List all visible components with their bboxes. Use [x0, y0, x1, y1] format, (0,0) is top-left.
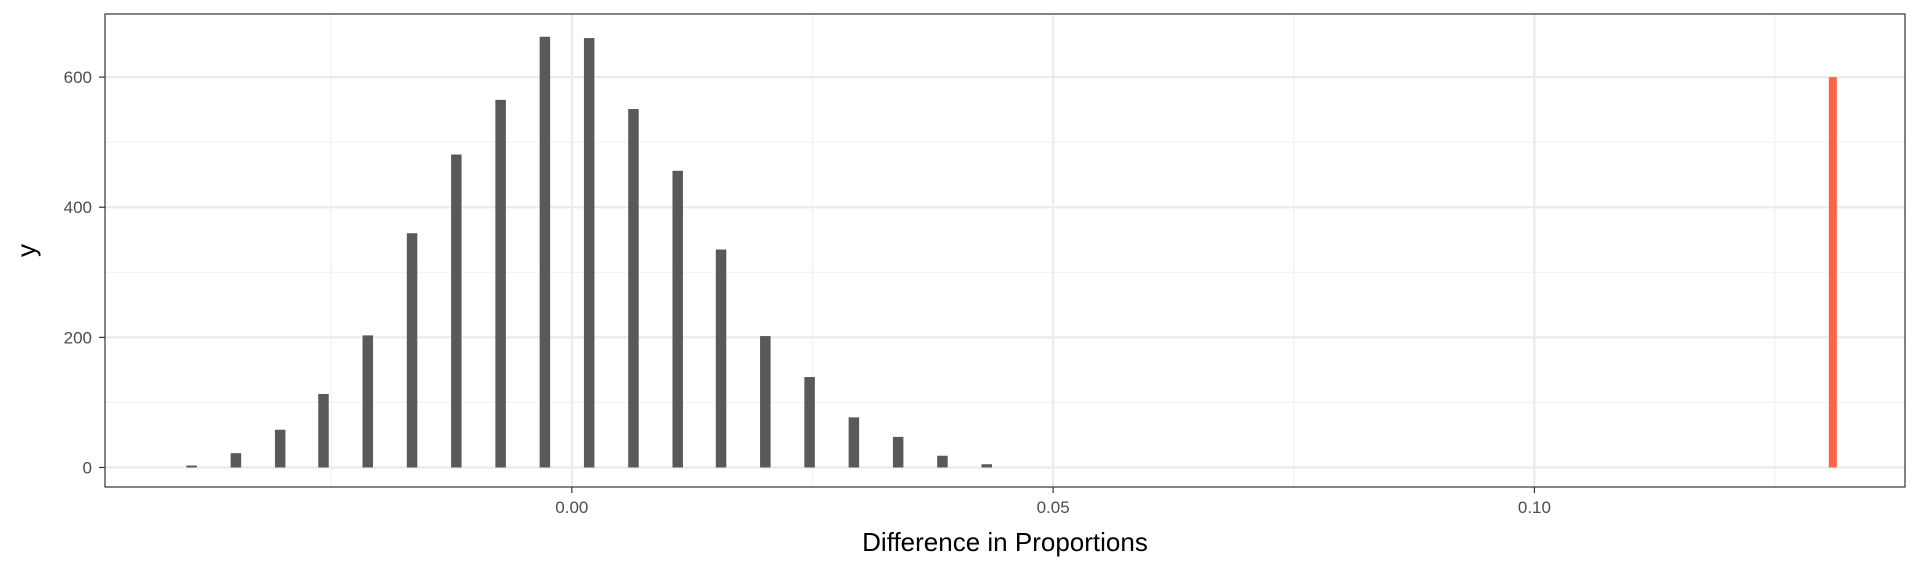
histogram-bar [186, 465, 197, 468]
histogram-bar [406, 233, 418, 468]
histogram-bar [937, 455, 948, 468]
histogram-bar [760, 336, 771, 468]
histogram-bar [848, 417, 860, 468]
histogram-bar [672, 170, 683, 468]
y-tick-label: 400 [64, 198, 92, 217]
histogram-bar [318, 393, 329, 468]
y-tick-label: 200 [64, 328, 92, 347]
histogram-bar [628, 108, 639, 468]
x-tick-label: 0.00 [555, 498, 588, 517]
x-axis-title: Difference in Proportions [862, 527, 1148, 557]
y-tick-label: 600 [64, 68, 92, 87]
minor-gridlines [105, 14, 1905, 487]
observed-statistic-bar [1828, 77, 1837, 468]
histogram-bar [495, 99, 506, 468]
histogram-bar [362, 335, 374, 468]
histogram-bar [539, 36, 551, 468]
x-axis: 0.00 0.05 0.10 [555, 487, 1551, 517]
y-axis-title: y [11, 244, 41, 257]
histogram-bar [230, 453, 242, 468]
histogram-bar [715, 249, 727, 468]
histogram-bar [804, 377, 815, 468]
x-tick-label: 0.05 [1037, 498, 1070, 517]
x-tick-label: 0.10 [1518, 498, 1551, 517]
panel-border [104, 13, 1906, 488]
histogram-bar [583, 38, 595, 468]
histogram-bar [451, 154, 462, 468]
y-tick-label: 0 [83, 458, 92, 477]
histogram-bar [981, 464, 992, 468]
y-axis: 0 200 400 600 [64, 68, 105, 477]
histogram-bar [274, 429, 286, 468]
major-gridlines [105, 14, 1905, 487]
bars [186, 36, 1837, 468]
histogram-bar [892, 436, 904, 468]
